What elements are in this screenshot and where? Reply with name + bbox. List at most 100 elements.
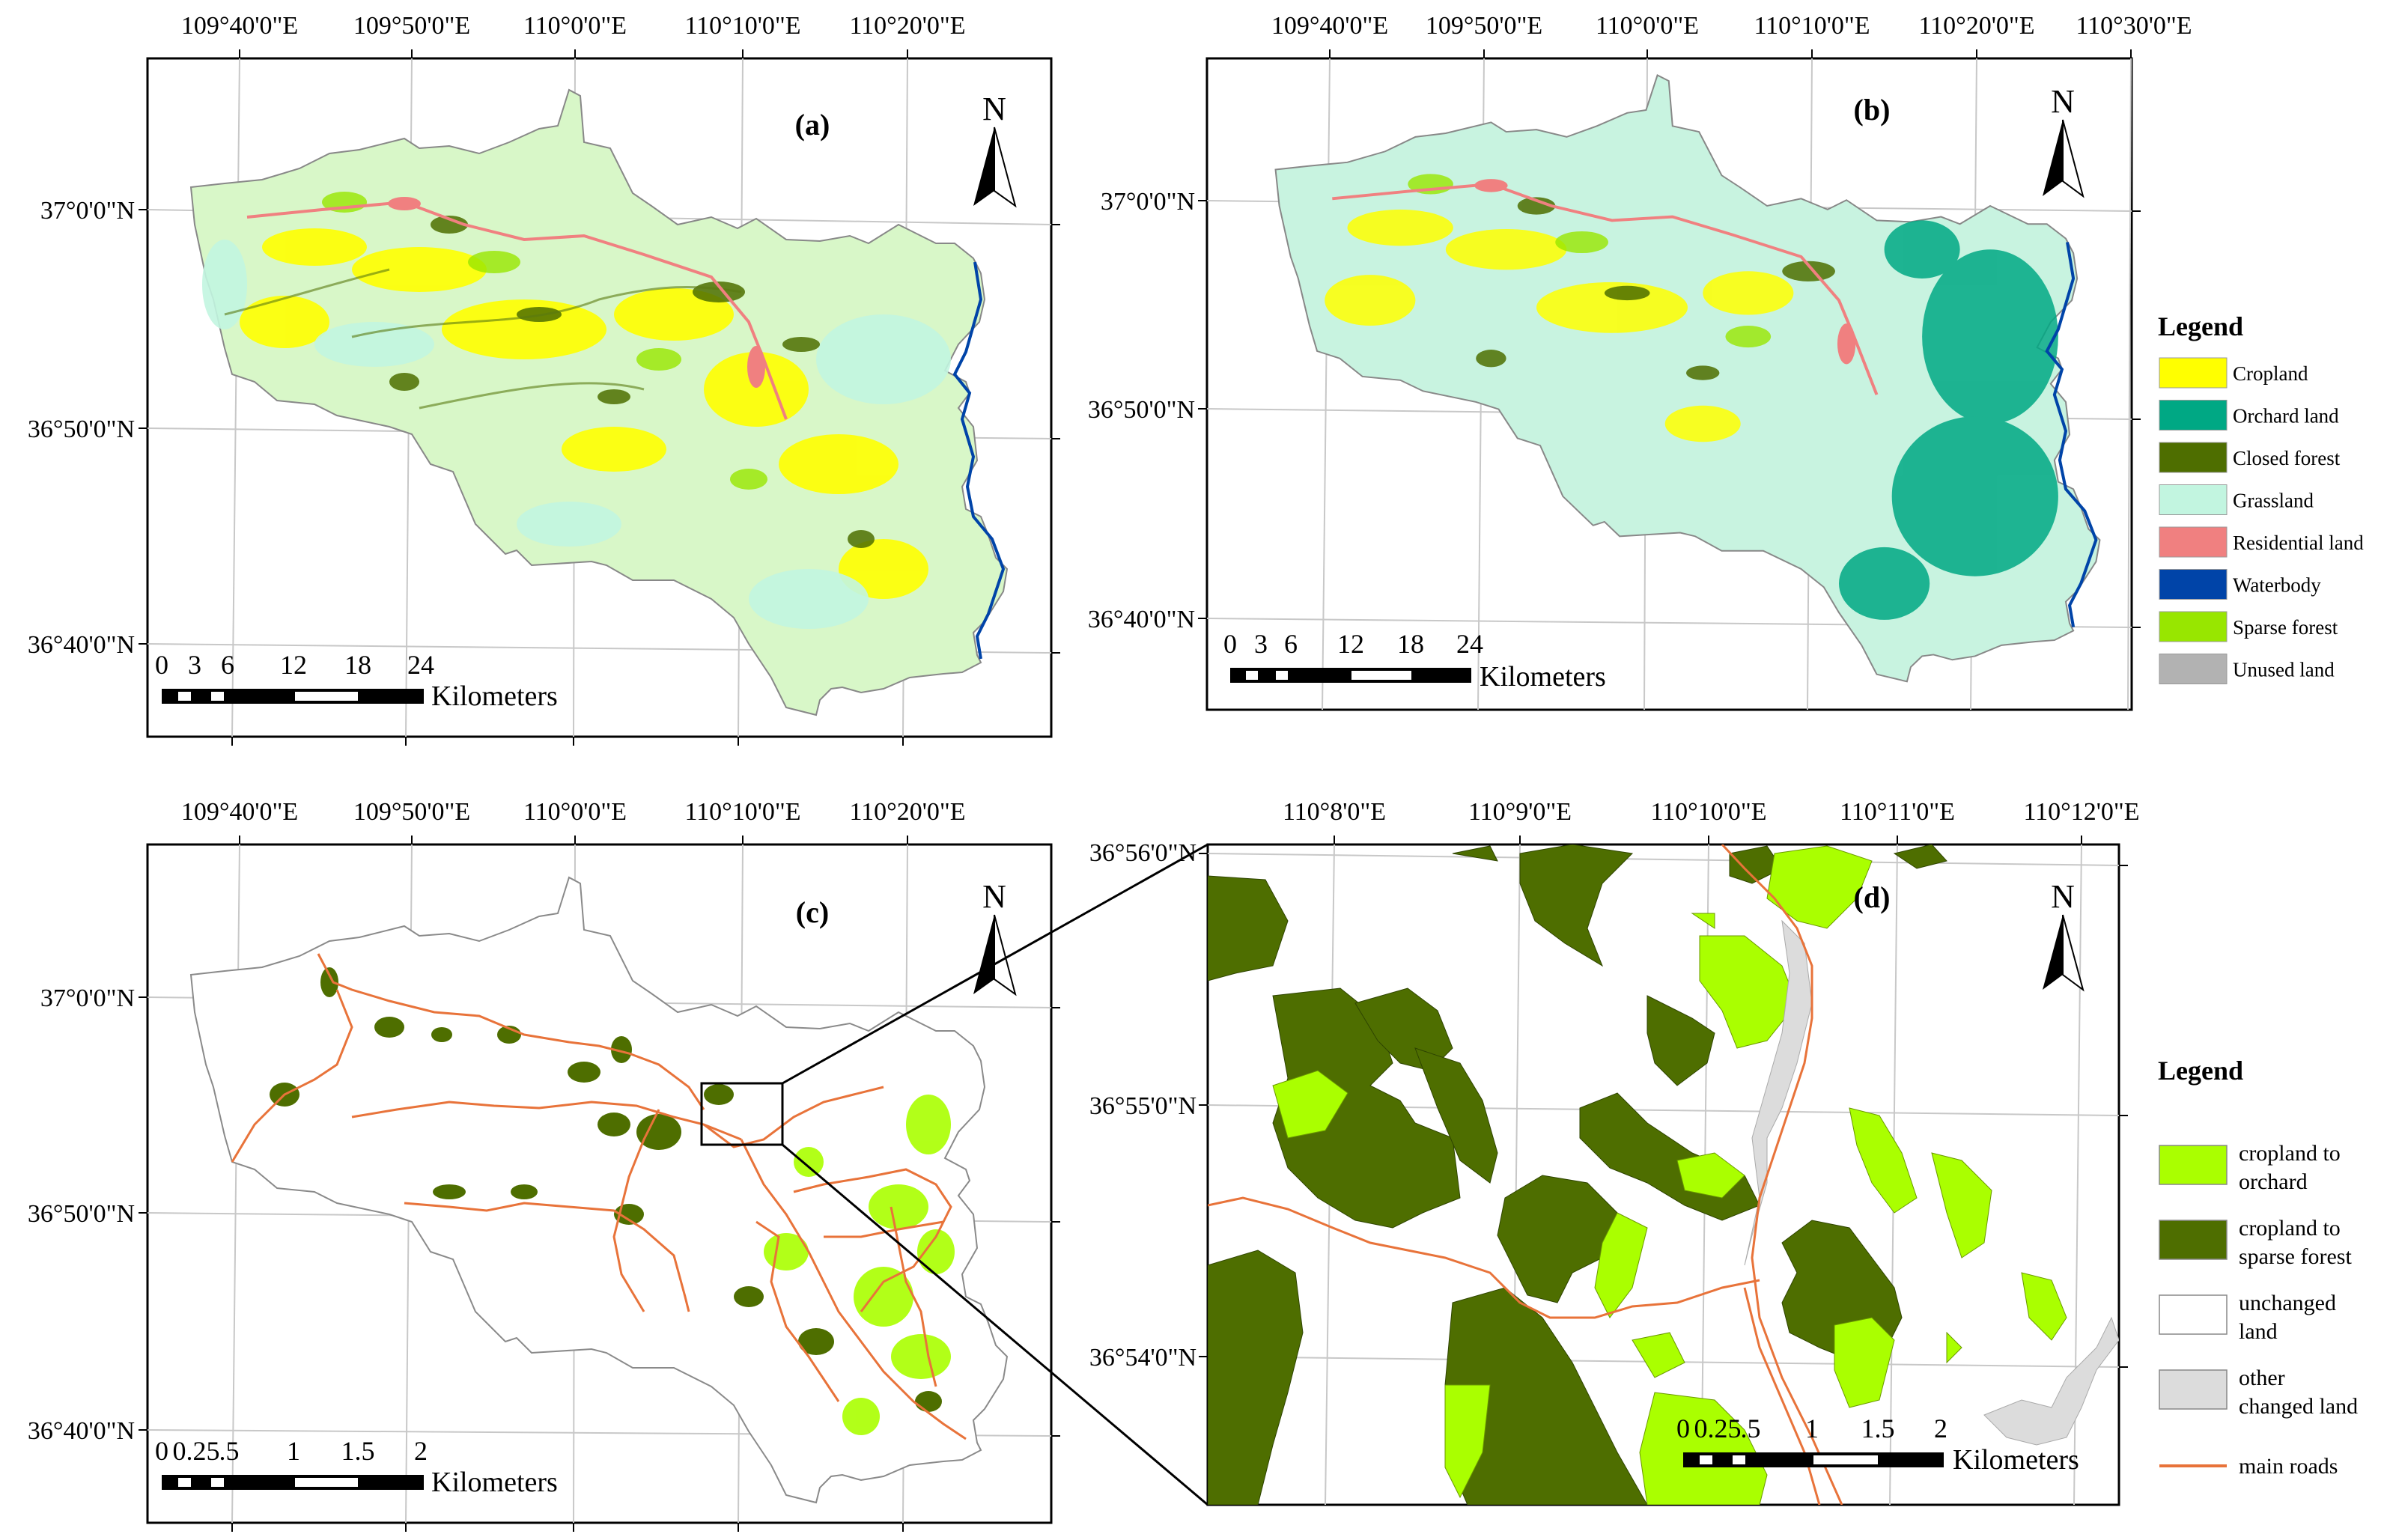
scale-bar-c: 0 0.25 .5 1 1.5 2 Kilometers bbox=[155, 1436, 558, 1498]
x-tick-label-c: 109°40'0"E bbox=[181, 798, 298, 826]
north-arrow-d-outline bbox=[2062, 914, 2085, 992]
panel-label-c: (c) bbox=[796, 895, 829, 929]
x-tick-label-c: 109°50'0"E bbox=[353, 798, 470, 826]
x-tick-label-c: 110°10'0"E bbox=[684, 798, 800, 826]
x-tick-label-c: 110°20'0"E bbox=[849, 798, 965, 826]
x-tick-label-a: 110°0'0"E bbox=[523, 12, 627, 40]
y-tick-label-d: 36°55'0"N bbox=[1089, 1092, 1196, 1120]
scale-number-d: 2 bbox=[1934, 1413, 1947, 1443]
legend-item-label: Orchard land bbox=[2233, 405, 2339, 427]
y-tick-label-d: 36°56'0"N bbox=[1089, 839, 1196, 867]
inset-connector-top bbox=[782, 843, 1208, 1085]
scale-unit-b: Kilometers bbox=[1480, 661, 1606, 693]
scale-unit-d: Kilometers bbox=[1953, 1444, 2079, 1476]
x-tick-label-b: 110°30'0"E bbox=[2076, 12, 2192, 40]
waterbody-a bbox=[952, 261, 1006, 660]
scale-number-d: 1 bbox=[1805, 1413, 1819, 1443]
scale-number-b: 0 bbox=[1223, 629, 1237, 659]
scale-number-d: 1.5 bbox=[1861, 1413, 1895, 1443]
legend-swatch bbox=[2159, 1220, 2228, 1260]
legend-item-label: Waterbody bbox=[2233, 574, 2321, 597]
scale-number-c: 2 bbox=[414, 1436, 428, 1466]
y-tick-label-b: 37°0'0"N bbox=[1101, 188, 1195, 216]
legend-swatch bbox=[2159, 357, 2228, 389]
legend-item-label: unchanged bbox=[2239, 1291, 2336, 1315]
land-cover-patches-b bbox=[1325, 174, 2098, 627]
tick-marks-a bbox=[139, 49, 1060, 746]
legend-item-label: other bbox=[2239, 1366, 2285, 1390]
main-roads-d bbox=[1208, 844, 1843, 1505]
north-label-b: N bbox=[2051, 83, 2075, 120]
panel-c: N (c) 109°40'0"E 109°50'0"E 110°0'0"E 11… bbox=[28, 798, 1060, 1532]
land-cover-patches-a bbox=[240, 228, 928, 599]
panel-d: N (d) 110°8'0"E 110°9'0"E 110°10'0"E 110… bbox=[1089, 798, 2140, 1505]
tick-marks-b bbox=[1198, 49, 2141, 628]
x-tick-label-d: 110°12'0"E bbox=[2023, 798, 2139, 826]
legend-item-label: Unused land bbox=[2233, 659, 2335, 681]
scale-number-b: 12 bbox=[1337, 629, 1364, 659]
legend-swatch bbox=[2159, 442, 2228, 473]
legend-item-label: changed land bbox=[2239, 1394, 2358, 1419]
legend-swatch bbox=[2159, 484, 2228, 515]
north-label-c: N bbox=[982, 878, 1006, 915]
north-label-a: N bbox=[982, 91, 1006, 127]
x-tick-label-b: 109°50'0"E bbox=[1426, 12, 1542, 40]
north-arrow-a bbox=[973, 127, 994, 206]
scale-bar-b: 0 3 6 12 18 24 Kilometers bbox=[1223, 629, 1606, 693]
scale-bar-d: 0 0.25 .5 1 1.5 2 Kilometers bbox=[1676, 1413, 2079, 1476]
panel-label-d: (d) bbox=[1854, 880, 1891, 914]
legend-swatch bbox=[2159, 1145, 2228, 1185]
panel-label-b: (b) bbox=[1854, 93, 1891, 127]
scale-bar-a: 0 3 6 12 18 24 Kilometers bbox=[155, 650, 558, 712]
legend-swatch bbox=[2159, 611, 2228, 642]
x-tick-label-a: 109°50'0"E bbox=[353, 12, 470, 40]
main-roads-c bbox=[231, 953, 967, 1440]
scale-number-d: .5 bbox=[1741, 1413, 1761, 1443]
x-tick-label-a: 110°20'0"E bbox=[849, 12, 965, 40]
scale-number-c: 0.25 bbox=[173, 1436, 220, 1466]
residential-area-a bbox=[388, 197, 421, 210]
scale-number-c: .5 bbox=[219, 1436, 240, 1466]
map-frame-c bbox=[146, 843, 1053, 1524]
x-tick-label-a: 110°10'0"E bbox=[684, 12, 800, 40]
legend-item-label: orchard bbox=[2239, 1169, 2308, 1194]
legend-item-label: land bbox=[2239, 1319, 2278, 1344]
scale-unit-c: Kilometers bbox=[431, 1467, 558, 1498]
x-tick-label-b: 110°20'0"E bbox=[1918, 12, 2034, 40]
y-tick-label-b: 36°40'0"N bbox=[1088, 606, 1195, 633]
panel-b: N (b) 109°40'0"E 109°50'0"E 110°0'0"E 11… bbox=[1088, 12, 2192, 710]
map-frame-b bbox=[1205, 57, 2133, 711]
y-tick-label-a: 36°40'0"N bbox=[28, 631, 135, 659]
map-frame-a bbox=[146, 57, 1053, 738]
panel-label-a: (a) bbox=[795, 108, 830, 141]
sparse-forest-change-d bbox=[1208, 844, 1947, 1505]
panel-a: N (a) 109°40'0"E 109°50'0"E 110°0'0"E 11… bbox=[28, 12, 1060, 746]
north-arrow-c-outline bbox=[994, 914, 1017, 996]
north-arrow-d bbox=[2043, 915, 2063, 990]
north-arrow-b-outline bbox=[2062, 119, 2085, 198]
scale-number-b: 6 bbox=[1284, 629, 1298, 659]
tick-marks-d bbox=[1199, 836, 2128, 1368]
north-arrow-b bbox=[2043, 120, 2063, 196]
scale-number-a: 18 bbox=[344, 650, 371, 680]
legend-swatch bbox=[2159, 1369, 2228, 1410]
legend-item-label: main roads bbox=[2239, 1454, 2338, 1479]
x-tick-label-d: 110°11'0"E bbox=[1840, 798, 1955, 826]
y-tick-label-a: 36°50'0"N bbox=[28, 416, 135, 443]
residential-area-a2 bbox=[747, 346, 765, 388]
scale-unit-a: Kilometers bbox=[431, 681, 558, 712]
orchard-change-d bbox=[1272, 845, 2067, 1505]
y-tick-label-a: 37°0'0"N bbox=[40, 197, 135, 225]
x-tick-label-c: 110°0'0"E bbox=[523, 798, 627, 826]
legend-title-bottom: Legend bbox=[2158, 1056, 2243, 1086]
legend-land-cover: Legend Cropland Orchard land Closed forest… bbox=[2158, 311, 2364, 684]
forest-patches-a bbox=[389, 216, 875, 548]
north-label-d: N bbox=[2051, 878, 2075, 915]
legend-item-label: Closed forest bbox=[2233, 447, 2341, 469]
y-tick-label-c: 36°50'0"N bbox=[28, 1200, 135, 1228]
legend-swatch bbox=[2159, 654, 2228, 684]
scale-number-a: 24 bbox=[407, 650, 434, 680]
scale-number-b: 24 bbox=[1456, 629, 1483, 659]
scale-number-a: 3 bbox=[188, 650, 201, 680]
other-changed-d bbox=[1744, 919, 2119, 1446]
